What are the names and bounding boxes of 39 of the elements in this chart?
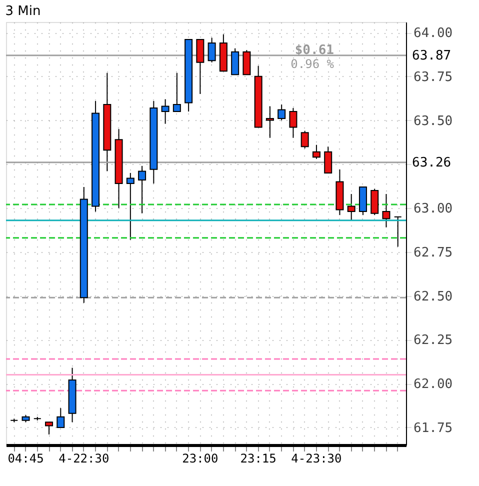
candlestick (347, 194, 356, 221)
x-tick-label: 04:45 (8, 452, 44, 466)
candlestick (242, 50, 251, 76)
ref-line-label: 63.87 (412, 48, 452, 64)
y-tick-label: 62.25 (414, 333, 453, 348)
y-tick-label: 62.50 (414, 289, 453, 304)
x-tick-label: 23:15 (240, 452, 276, 466)
y-tick-label: 63.50 (414, 114, 453, 129)
x-tick-label: 4-23:30 (291, 452, 342, 466)
y-tick-label: 63.75 (414, 70, 453, 85)
candlestick (196, 39, 204, 94)
y-tick-label: 61.75 (414, 420, 453, 436)
ref-line-label: 63.26 (412, 155, 452, 170)
candlestick (161, 98, 170, 124)
candlestick (56, 408, 65, 428)
candlestick (208, 37, 216, 63)
candlestick (312, 144, 320, 160)
y-tick-label: 62.00 (414, 377, 453, 392)
candlestick (231, 48, 240, 76)
y-tick-label: 62.75 (414, 245, 453, 260)
annotation: $0.61 (294, 43, 334, 58)
x-tick-label: 23:00 (182, 452, 218, 466)
candlestick (324, 146, 332, 174)
candlestick (172, 72, 181, 112)
candlestick (138, 165, 146, 214)
candlestick (370, 188, 379, 216)
candlestick (266, 106, 274, 138)
annotation: 0.96 % (290, 57, 335, 71)
candlestick (126, 172, 134, 240)
candlestick (394, 216, 402, 248)
candlestick (278, 104, 286, 121)
candlestick (382, 194, 390, 228)
y-tick-label: 64.00 (414, 26, 453, 42)
y-tick-label: 63.00 (414, 202, 453, 217)
candlestick (300, 130, 309, 149)
x-tick-label: 4-22:30 (58, 452, 110, 466)
chart-title: 3 Min (5, 4, 41, 19)
candlestick (45, 422, 54, 435)
candlestick (289, 108, 298, 138)
